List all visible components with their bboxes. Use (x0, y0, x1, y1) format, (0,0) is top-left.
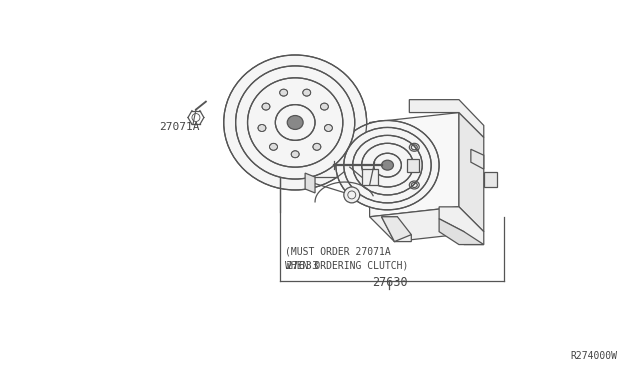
Ellipse shape (321, 103, 328, 110)
Polygon shape (370, 207, 484, 241)
Ellipse shape (324, 125, 332, 131)
Polygon shape (439, 219, 484, 244)
Polygon shape (459, 113, 484, 232)
Polygon shape (471, 149, 484, 169)
Ellipse shape (374, 153, 401, 177)
Text: 27630: 27630 (372, 276, 407, 289)
Polygon shape (439, 207, 484, 244)
Ellipse shape (381, 160, 394, 170)
Ellipse shape (313, 143, 321, 150)
Ellipse shape (262, 103, 270, 110)
Polygon shape (370, 113, 459, 217)
Ellipse shape (362, 143, 413, 187)
Ellipse shape (275, 105, 315, 140)
Polygon shape (484, 172, 497, 187)
Ellipse shape (269, 143, 278, 150)
Bar (362, 169, 378, 185)
Ellipse shape (336, 121, 439, 210)
Polygon shape (407, 159, 419, 172)
Ellipse shape (303, 89, 310, 96)
Text: 27633: 27633 (285, 262, 319, 272)
Ellipse shape (291, 151, 299, 158)
Ellipse shape (258, 125, 266, 131)
Ellipse shape (248, 78, 343, 167)
Ellipse shape (344, 128, 431, 203)
Ellipse shape (353, 135, 422, 195)
Text: 27071A: 27071A (159, 122, 200, 132)
Polygon shape (410, 100, 484, 137)
Polygon shape (305, 173, 315, 193)
Ellipse shape (287, 116, 303, 129)
Ellipse shape (280, 89, 287, 96)
Text: R274000W: R274000W (571, 351, 618, 361)
Text: (MUST ORDER 27071A
WHEN ORDERING CLUTCH): (MUST ORDER 27071A WHEN ORDERING CLUTCH) (285, 247, 408, 270)
Polygon shape (381, 217, 412, 241)
Ellipse shape (224, 55, 367, 190)
Ellipse shape (236, 66, 355, 179)
Polygon shape (381, 217, 412, 241)
Circle shape (344, 187, 360, 203)
